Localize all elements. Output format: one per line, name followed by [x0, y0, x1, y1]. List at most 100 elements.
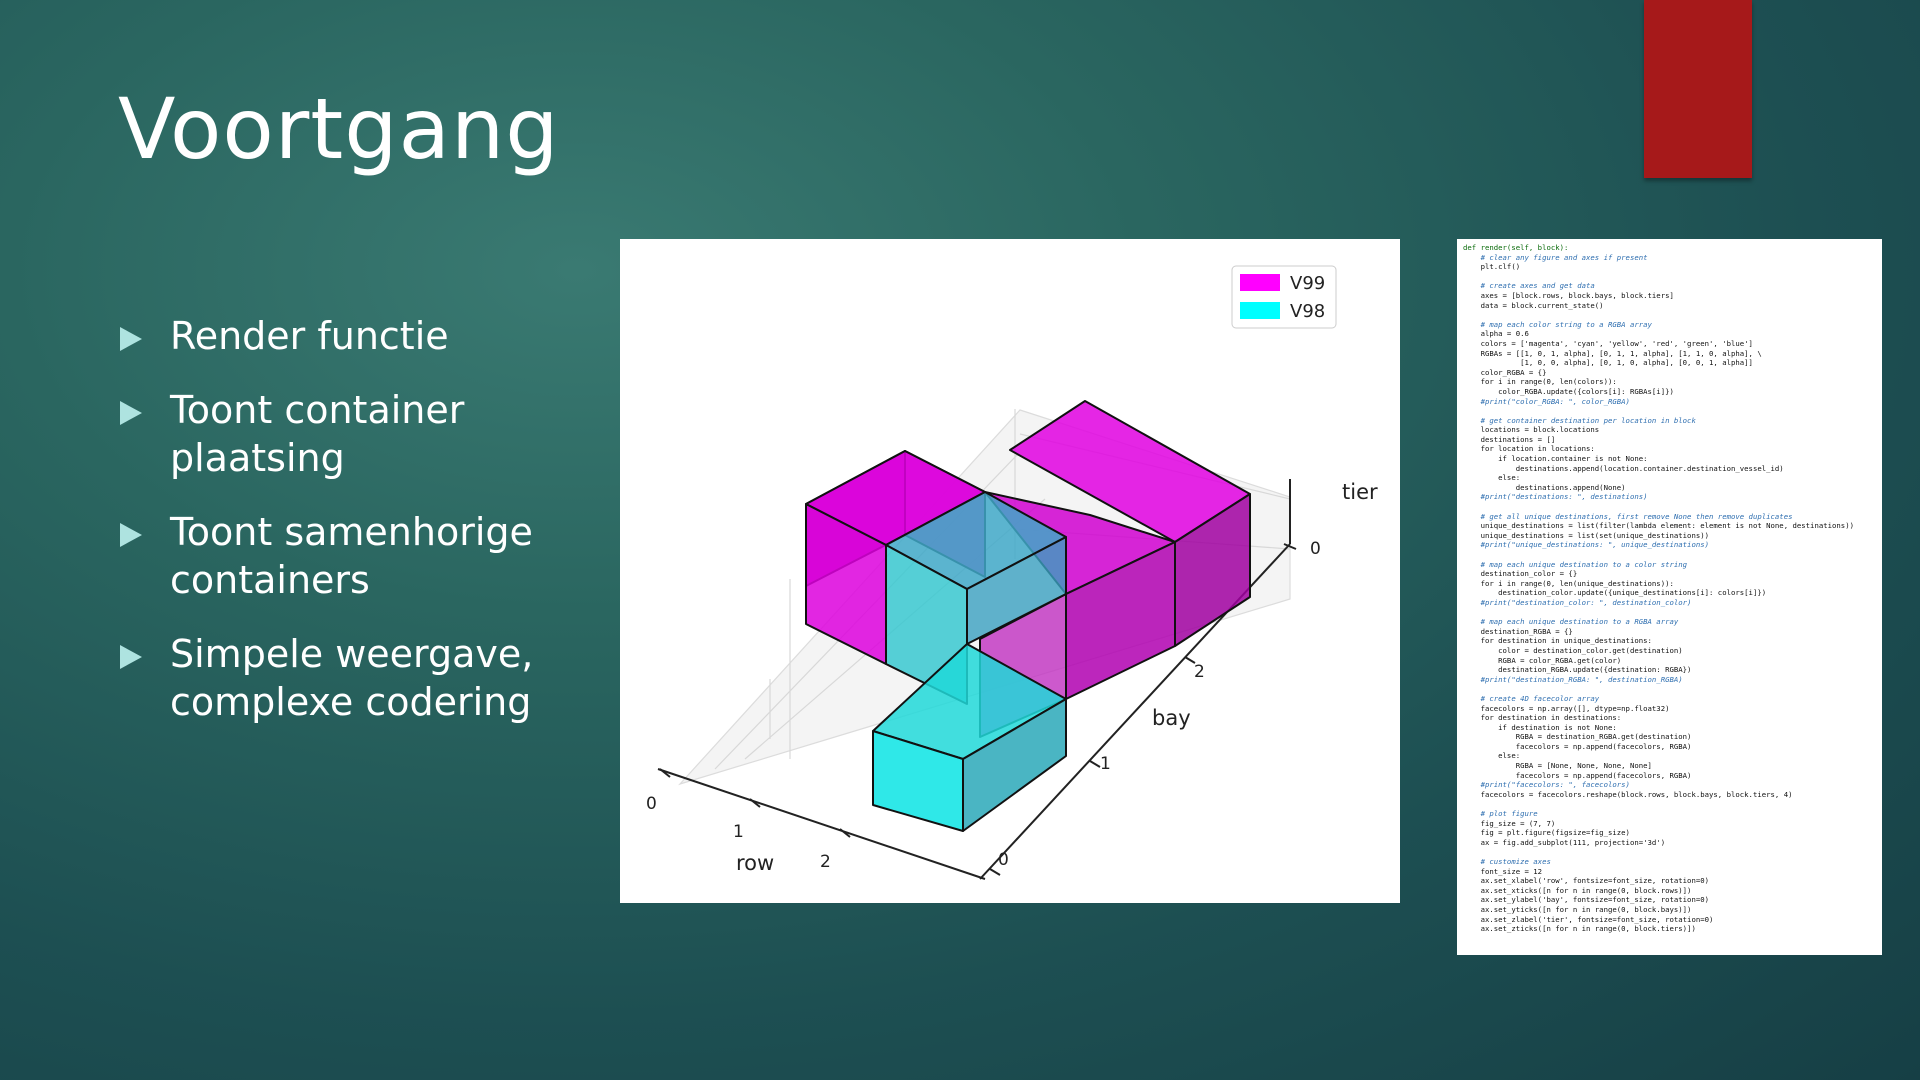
code-line: # map each unique destination to a RGBA …: [1463, 617, 1679, 627]
code-line: RGBAs = [[1, 0, 1, alpha], [0, 1, 1, alp…: [1463, 348, 1762, 358]
code-line: if destination is not None:: [1463, 722, 1617, 732]
code-line: for destination in destinations:: [1463, 713, 1622, 723]
code-line: [1463, 502, 1882, 512]
code-line: ax.set_yticks([n for n in range(0, block…: [1463, 904, 1692, 914]
code-line: RGBA = [None, None, None, None]: [1463, 761, 1652, 771]
bay-tick-label: 1: [1100, 754, 1111, 774]
code-line: destinations.append(location.container.d…: [1463, 463, 1784, 473]
bullet-text: Simpele weergave, complexe codering: [170, 632, 534, 724]
code-line: # get container destination per location…: [1463, 415, 1696, 425]
accent-bar: [1644, 0, 1752, 178]
code-line: destinations = []: [1463, 434, 1556, 444]
bullet-text: Toont samenhorige containers: [170, 510, 533, 602]
code-line: for i in range(0, len(unique_destination…: [1463, 578, 1674, 588]
code-line: axes = [block.rows, block.bays, block.ti…: [1463, 290, 1674, 300]
code-line: for location in locations:: [1463, 444, 1595, 454]
row-axis: [657, 768, 986, 880]
code-line: RGBA = color_RGBA.get(color): [1463, 655, 1622, 665]
code-line: plt.clf(): [1463, 262, 1521, 272]
code-line: ax.set_ylabel('bay', fontsize=font_size,…: [1463, 895, 1710, 905]
code-line: # map each color string to a RGBA array: [1463, 319, 1652, 329]
code-line: else:: [1463, 473, 1521, 483]
tier-tick-label: 0: [1310, 539, 1321, 559]
bullet-text: Render functie: [170, 314, 449, 358]
bullet-text: Toont container plaatsing: [170, 388, 465, 480]
triangle-bullet-icon: [120, 327, 142, 351]
row-tick: [659, 768, 671, 778]
code-line: for destination in unique_destinations:: [1463, 636, 1652, 646]
code-line: fig_size = (7, 7): [1463, 818, 1556, 828]
code-line: ax = fig.add_subplot(111, projection='3d…: [1463, 837, 1666, 847]
code-line: destination_RGBA.update({destination: RG…: [1463, 665, 1692, 675]
tier-axis-label: tier: [1342, 480, 1378, 504]
chart-image: V99 V98 0 1 2 0 1 2 0 row bay tier: [620, 239, 1400, 903]
code-line: alpha = 0.6: [1463, 329, 1529, 339]
row-axis-label: row: [736, 851, 774, 875]
chart-legend: V99 V98: [1231, 265, 1337, 329]
code-line: data = block.current_state(): [1463, 300, 1604, 310]
code-line: color = destination_color.get(destinatio…: [1463, 645, 1683, 655]
code-line: # customize axes: [1463, 857, 1551, 866]
code-line: #print("color_RGBA: ", color_RGBA): [1463, 396, 1630, 406]
tier-tick: [1283, 543, 1297, 550]
code-line: color_RGBA = {}: [1463, 367, 1547, 377]
code-line: #print("destinations: ", destinations): [1463, 492, 1648, 502]
code-line: #print("destination_RGBA: ", destination…: [1463, 674, 1683, 684]
bay-tick: [989, 868, 1001, 876]
code-line: [1463, 608, 1882, 618]
code-line: [1463, 847, 1882, 857]
container-block: [962, 698, 1067, 832]
bullet-item: Render functie: [116, 312, 576, 360]
bullet-item: Simpele weergave, complexe codering: [116, 630, 576, 726]
code-line: [1463, 272, 1882, 282]
code-line: #print("destination_color: ", destinatio…: [1463, 597, 1692, 607]
bullet-item: Toont samenhorige containers: [116, 508, 576, 604]
code-line: # create axes and get data: [1463, 281, 1595, 291]
row-tick: [839, 828, 851, 838]
bullet-list: Render functie Toont container plaatsing…: [116, 312, 576, 752]
code-line: for i in range(0, len(colors)):: [1463, 377, 1617, 387]
code-line: color_RGBA.update({colors[i]: RGBAs[i]}): [1463, 386, 1674, 396]
code-line: destination_color.update({unique_destina…: [1463, 588, 1767, 598]
code-line: unique_destinations = list(filter(lambda…: [1463, 521, 1854, 531]
code-line: [1463, 550, 1882, 560]
code-line: def render(self, block):: [1463, 243, 1569, 252]
slide-title: Voortgang: [118, 80, 560, 178]
legend-label-v98: V98: [1290, 301, 1325, 322]
container-block: [966, 536, 1067, 645]
code-line: fig = plt.figure(figsize=fig_size): [1463, 828, 1630, 838]
code-line: [1463, 684, 1882, 694]
code-line: # map each unique destination to a color…: [1463, 559, 1688, 569]
code-line: destination_color = {}: [1463, 569, 1578, 579]
row-tick-label: 0: [646, 794, 657, 814]
row-tick-label: 1: [733, 822, 744, 842]
code-line: destination_RGBA = {}: [1463, 626, 1573, 636]
code-line: ax.set_zlabel('tier', fontsize=font_size…: [1463, 914, 1714, 924]
code-line: # create 4D facecolor array: [1463, 693, 1600, 703]
row-tick: [749, 798, 761, 808]
bay-tick: [1184, 656, 1196, 664]
block-3d-chart: V99 V98 0 1 2 0 1 2 0 row bay tier: [646, 265, 1378, 880]
code-line: facecolors = facecolors.reshape(block.ro…: [1463, 789, 1793, 799]
code-line: destinations.append(None): [1463, 482, 1626, 492]
code-line: [1463, 799, 1882, 809]
bay-axis-label: bay: [1152, 706, 1191, 730]
legend-label-v99: V99: [1290, 273, 1325, 294]
code-line: #print("unique_destinations: ", unique_d…: [1463, 540, 1710, 550]
code-line: unique_destinations = list(set(unique_de…: [1463, 530, 1710, 540]
code-line: facecolors = np.array([], dtype=np.float…: [1463, 703, 1670, 713]
code-line: ax.set_zticks([n for n in range(0, block…: [1463, 924, 1696, 934]
code-line: locations = block.locations: [1463, 425, 1600, 435]
code-line: colors = ['magenta', 'cyan', 'yellow', '…: [1463, 338, 1753, 348]
triangle-bullet-icon: [120, 645, 142, 669]
container-group-v98: [872, 491, 1067, 832]
code-line: # get all unique destinations, first rem…: [1463, 511, 1793, 521]
bay-tick-label: 0: [998, 850, 1009, 870]
triangle-bullet-icon: [120, 401, 142, 425]
row-tick-label: 2: [820, 852, 831, 872]
code-line: ax.set_xticks([n for n in range(0, block…: [1463, 885, 1692, 895]
code-line: #print("facecolors: ", facecolors): [1463, 780, 1630, 790]
code-line: # clear any figure and axes if present: [1463, 252, 1648, 262]
bay-tick: [1089, 760, 1101, 768]
code-line: [1, 0, 0, alpha], [0, 1, 0, alpha], [0, …: [1463, 358, 1753, 368]
